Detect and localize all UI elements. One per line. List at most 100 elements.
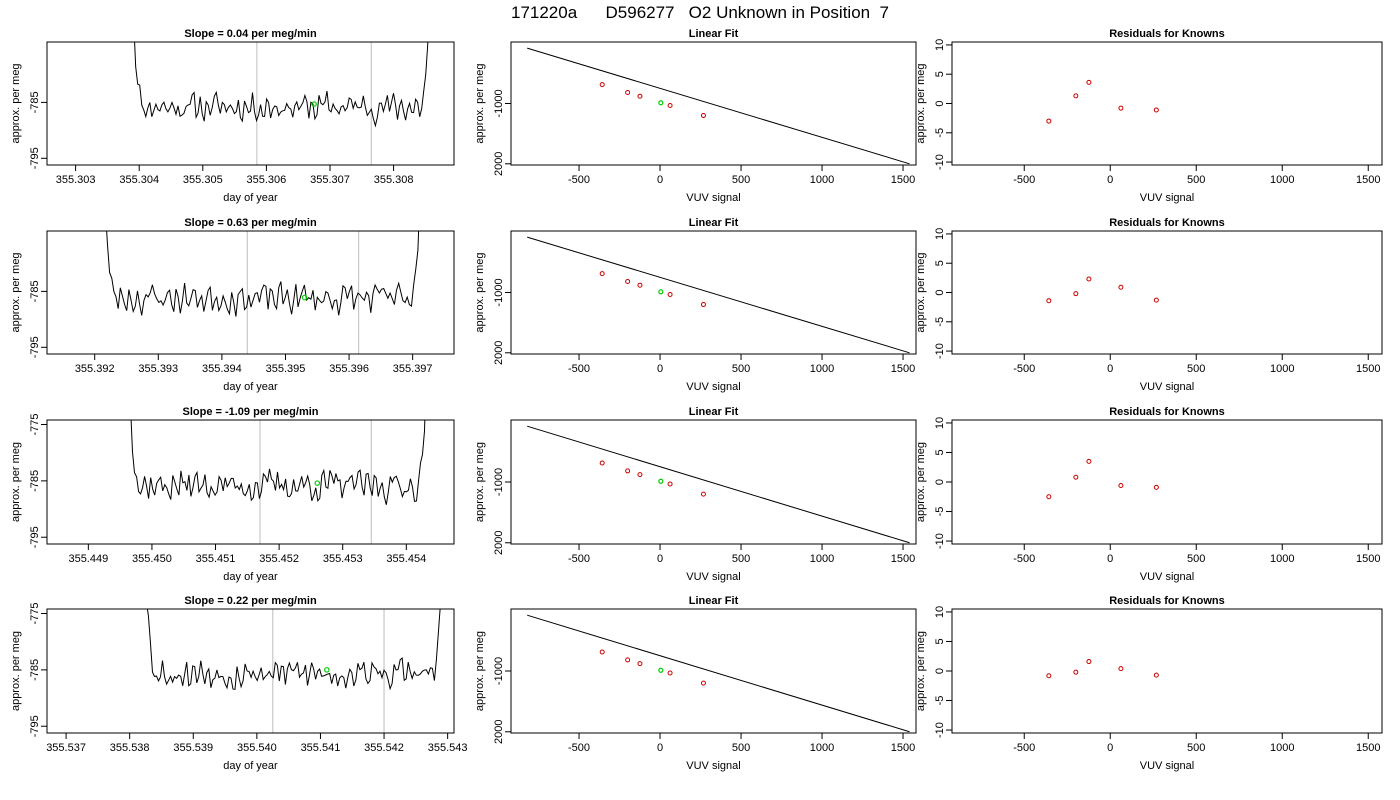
x-tick-label: 1500 <box>891 363 915 375</box>
unknown-sample-point <box>314 480 321 486</box>
x-tick-label: 1000 <box>810 553 834 565</box>
known-point <box>637 472 643 478</box>
plot-frame <box>510 230 917 355</box>
plot-area <box>146 609 441 733</box>
x-axis-label: VUV signal <box>686 760 740 772</box>
y-tick-label: -10 <box>934 154 946 170</box>
panel-title: Residuals for Knowns <box>1109 217 1225 229</box>
panel-r1-c0: Slope = 0.63 per meg/min 355.392 355.393 35… <box>10 217 455 393</box>
plot-frame <box>46 419 455 545</box>
known-point <box>1086 659 1092 665</box>
panel-title: Slope = 0.63 per meg/min <box>184 217 317 229</box>
y-tick-label: 10 <box>934 228 946 240</box>
y-tick-label: -795 <box>29 526 41 548</box>
x-tick-label: -500 <box>568 742 590 754</box>
x-tick-label: 355.395 <box>266 363 306 375</box>
y-tick-label: 2000 <box>493 341 505 365</box>
unknown-point <box>658 100 664 106</box>
known-point <box>625 90 631 96</box>
x-tick-label: 1500 <box>891 174 915 186</box>
plot-area <box>134 42 429 165</box>
y-tick-label: 0 <box>934 479 946 485</box>
panels: Slope = 0.04 per meg/min 355.303 355.304 35… <box>10 28 1383 772</box>
panel-r2-c1: Linear Fit -500 0 500 1000 1500 2000 -1000 VUV s… <box>474 406 917 583</box>
x-tick-label: 500 <box>732 363 750 375</box>
known-point <box>1086 276 1092 282</box>
unknown-point <box>658 289 664 295</box>
x-tick-label: 1000 <box>1270 553 1294 565</box>
plot-frame <box>510 41 917 166</box>
panel-r3-c1: Linear Fit -500 0 500 1000 1500 2000 -1000 VUV s… <box>474 595 917 772</box>
known-point <box>1153 672 1159 678</box>
y-axis-label: approx. per meg <box>474 63 486 143</box>
known-point <box>1046 673 1052 679</box>
known-point <box>1086 458 1092 464</box>
x-tick-label: 0 <box>1107 742 1113 754</box>
panel-r2-c0: Slope = -1.09 per meg/min 355.449 355.450 3… <box>10 406 455 583</box>
x-tick-label: -500 <box>568 553 590 565</box>
y-tick-label: 5 <box>934 71 946 77</box>
x-tick-label: -500 <box>1013 742 1035 754</box>
x-tick-label: 355.396 <box>329 363 369 375</box>
y-tick-label: -785 <box>29 659 41 681</box>
y-tick-label: -795 <box>29 147 41 169</box>
x-tick-label: 355.542 <box>364 742 404 754</box>
plot-area <box>527 236 910 354</box>
x-tick-label: 0 <box>657 363 663 375</box>
plot-frame <box>951 230 1383 355</box>
known-point <box>700 491 706 497</box>
x-tick-label: 1000 <box>810 363 834 375</box>
signal-trace <box>134 42 429 128</box>
x-tick-label: 355.452 <box>259 553 299 565</box>
known-point <box>1118 105 1124 111</box>
x-axis-label: day of year <box>223 571 278 583</box>
x-tick-label: 355.449 <box>68 553 108 565</box>
fit-line <box>527 425 910 544</box>
y-tick-label: 5 <box>934 260 946 266</box>
plot-frame <box>951 419 1383 545</box>
x-tick-label: 355.307 <box>310 174 350 186</box>
x-tick-label: 1500 <box>891 553 915 565</box>
known-point <box>667 670 673 676</box>
x-tick-label: 355.304 <box>119 174 159 186</box>
y-axis-label: approx. per meg <box>10 631 22 711</box>
panel-title: Slope = 0.22 per meg/min <box>184 595 317 607</box>
x-tick-label: 0 <box>657 553 663 565</box>
y-axis-label: approx. per meg <box>10 442 22 522</box>
x-tick-label: 355.543 <box>428 742 468 754</box>
x-axis-label: VUV signal <box>686 571 740 583</box>
y-tick-label: -10 <box>934 722 946 738</box>
y-tick-label: -10 <box>934 343 946 359</box>
x-tick-label: 355.308 <box>374 174 414 186</box>
plot-area <box>527 47 910 165</box>
x-axis-label: day of year <box>223 760 278 772</box>
x-tick-label: 0 <box>657 174 663 186</box>
y-tick-label: 0 <box>934 100 946 106</box>
known-point <box>1153 297 1159 303</box>
panel-title: Slope = 0.04 per meg/min <box>184 28 317 40</box>
panel-title: Residuals for Knowns <box>1109 595 1225 607</box>
x-tick-label: 1000 <box>1270 363 1294 375</box>
panel-r1-c1: Linear Fit -500 0 500 1000 1500 2000 -1000 VUV s… <box>474 217 917 393</box>
fit-line <box>527 614 910 733</box>
panel-r3-c0: Slope = 0.22 per meg/min 355.537 355.538 35… <box>10 595 468 772</box>
x-tick-label: 500 <box>732 553 750 565</box>
x-tick-label: 500 <box>1187 742 1205 754</box>
y-axis-label: approx. per meg <box>474 252 486 332</box>
x-tick-label: -500 <box>568 174 590 186</box>
unknown-sample-point <box>311 101 317 107</box>
x-tick-label: 1000 <box>1270 742 1294 754</box>
y-tick-label: -10 <box>934 533 946 549</box>
plot-frame <box>951 41 1383 166</box>
x-tick-label: 500 <box>1187 363 1205 375</box>
known-point <box>625 279 631 285</box>
y-tick-label: -5 <box>934 317 946 327</box>
panel-title: Residuals for Knowns <box>1109 28 1225 40</box>
known-point <box>1073 669 1079 675</box>
x-tick-label: 0 <box>1107 363 1113 375</box>
x-tick-label: 500 <box>732 742 750 754</box>
y-axis-label: approx. per meg <box>915 631 927 711</box>
plot-area <box>1046 659 1159 679</box>
known-point <box>1073 474 1079 480</box>
plot-frame <box>951 608 1383 734</box>
